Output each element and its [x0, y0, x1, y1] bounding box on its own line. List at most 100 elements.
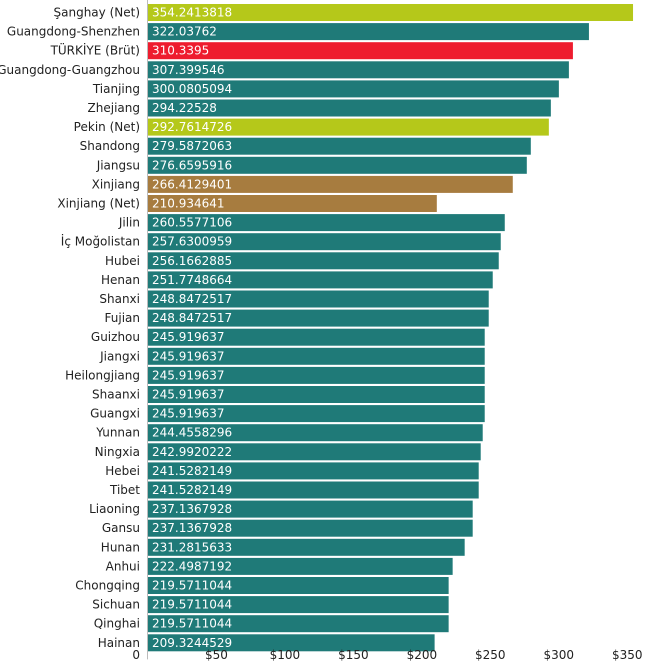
bars-layer [148, 4, 634, 652]
bar [148, 443, 481, 461]
bar [148, 481, 479, 499]
value-label: 310.3395 [152, 44, 209, 58]
value-label: 219.5711044 [152, 598, 232, 612]
value-label: 354.2413818 [152, 6, 232, 20]
value-label: 307.399546 [152, 63, 225, 77]
category-label: Tibet [109, 483, 140, 497]
value-label: 242.9920222 [152, 445, 232, 459]
bar [148, 175, 513, 193]
category-label: Hainan [98, 636, 140, 650]
value-label: 245.919637 [152, 407, 225, 421]
value-label: 256.1662885 [152, 254, 232, 268]
category-label: Yunnan [95, 426, 140, 440]
category-label: Tianjing [92, 82, 140, 96]
bar [148, 290, 489, 308]
value-label: 244.4558296 [152, 426, 232, 440]
category-label: Sichuan [92, 598, 140, 612]
value-label: 322.03762 [152, 25, 217, 39]
bar [148, 42, 573, 60]
category-label: Anhui [106, 559, 140, 573]
x-tick-label: $300 [543, 648, 574, 662]
value-label: 248.8472517 [152, 292, 232, 306]
bar [148, 137, 531, 155]
bar [148, 405, 485, 423]
value-label: 219.5711044 [152, 617, 232, 631]
bar [148, 424, 483, 442]
bar [148, 596, 449, 614]
value-label: 294.22528 [152, 101, 217, 115]
x-tick-label: $100 [270, 648, 301, 662]
bar [148, 500, 473, 518]
value-label: 260.5577106 [152, 216, 232, 230]
bar [148, 233, 501, 251]
bar [148, 99, 551, 117]
bar [148, 366, 485, 384]
category-label: Şanghay (Net) [54, 6, 141, 20]
bar [148, 61, 569, 79]
value-label: 279.5872063 [152, 139, 232, 153]
value-labels: 354.2413818 322.03762 310.3395 307.399546 30… [152, 6, 232, 650]
bar [148, 557, 453, 575]
value-label: 245.919637 [152, 368, 225, 382]
category-label: Hubei [105, 254, 140, 268]
bar [148, 615, 449, 633]
category-label: Guangdong-Shenzhen [7, 25, 140, 39]
bar [148, 214, 505, 232]
value-label: 245.919637 [152, 349, 225, 363]
x-tick-label: $250 [475, 648, 506, 662]
category-label: Shandong [80, 139, 140, 153]
value-label: 248.8472517 [152, 311, 232, 325]
category-label: Guizhou [91, 330, 140, 344]
bar [148, 462, 479, 480]
value-label: 231.2815633 [152, 540, 232, 554]
category-label: TÜRKİYE (Brüt) [50, 42, 140, 58]
value-label: 292.7614726 [152, 120, 232, 134]
value-label: 219.5711044 [152, 579, 232, 593]
bar [148, 156, 527, 174]
bar [148, 309, 489, 327]
category-labels: Şanghay (Net) Guangdong-Shenzhen TÜRKİYE (… [0, 6, 140, 650]
category-label: Guangdong-Guangzhou [0, 63, 140, 77]
category-label: Jilin [118, 216, 140, 230]
x-tick-label: $150 [338, 648, 369, 662]
value-label: 276.6595916 [152, 158, 232, 172]
category-label: Ningxia [95, 445, 140, 459]
bar [148, 538, 465, 556]
category-label: Xinjiang [92, 177, 140, 191]
bar [148, 271, 493, 289]
value-label: 245.919637 [152, 330, 225, 344]
category-label: İç Moğolistan [61, 234, 140, 249]
category-label: Pekin (Net) [74, 120, 140, 134]
value-label: 300.0805094 [152, 82, 232, 96]
category-label: Xinjiang (Net) [57, 197, 140, 211]
bar [148, 328, 485, 346]
bar [148, 118, 549, 136]
bar [148, 252, 499, 270]
x-tick-label: 0 [132, 648, 140, 662]
value-label: 222.4987192 [152, 559, 232, 573]
value-label: 251.7748664 [152, 273, 232, 287]
category-label: Henan [101, 273, 140, 287]
value-label: 266.4129401 [152, 177, 232, 191]
category-label: Hunan [101, 540, 140, 554]
category-label: Chongqing [75, 579, 140, 593]
value-label: 209.3244529 [152, 636, 232, 650]
value-label: 241.5282149 [152, 483, 232, 497]
category-label: Guangxi [90, 407, 140, 421]
bar [148, 4, 634, 21]
x-tick-label: $200 [407, 648, 438, 662]
category-label: Qinghai [94, 617, 140, 631]
category-label: Hebei [105, 464, 140, 478]
x-axis: 0 $50 $100 $150 $200 $250 $300 $350 [132, 648, 642, 662]
category-label: Fujian [105, 311, 140, 325]
category-label: Heilongjiang [65, 368, 140, 382]
value-label: 257.6300959 [152, 235, 232, 249]
category-label: Zhejiang [88, 101, 140, 115]
x-tick-label: $50 [205, 648, 228, 662]
bar [148, 634, 435, 652]
bar [148, 386, 485, 403]
bar [148, 347, 485, 365]
category-label: Shaanxi [92, 388, 140, 402]
value-label: 210.934641 [152, 197, 225, 211]
